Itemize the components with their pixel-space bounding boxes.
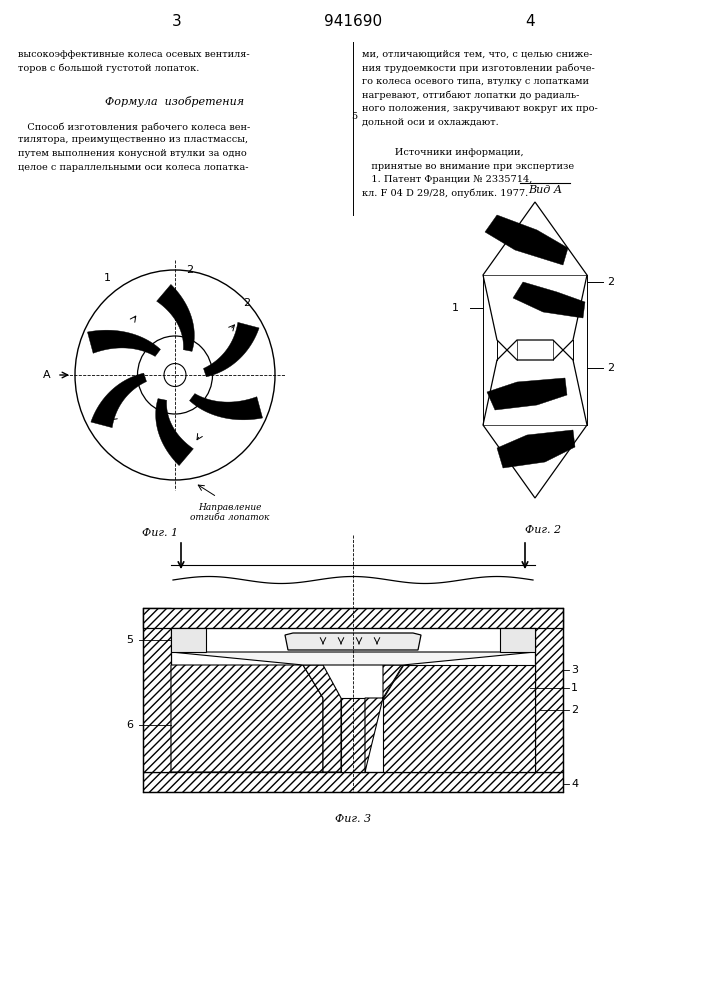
Text: 941690: 941690	[325, 14, 382, 29]
Text: Вид А: Вид А	[528, 185, 562, 195]
Text: Направление
отгиба лопаток: Направление отгиба лопаток	[190, 503, 269, 522]
Text: Фиг. 3: Фиг. 3	[335, 814, 371, 824]
Polygon shape	[500, 628, 535, 652]
Text: путем выполнения конусной втулки за одно: путем выполнения конусной втулки за одно	[18, 149, 247, 158]
Polygon shape	[303, 665, 341, 772]
Text: Источники информации,: Источники информации,	[376, 148, 524, 157]
Polygon shape	[157, 284, 194, 351]
Text: 1. Патент Франции № 2335714,: 1. Патент Франции № 2335714,	[362, 176, 532, 184]
Polygon shape	[535, 608, 563, 772]
Text: ного положения, закручивают вокруг их про-: ного положения, закручивают вокруг их пр…	[362, 104, 597, 113]
Text: 1: 1	[103, 273, 110, 283]
Text: 5: 5	[126, 635, 133, 645]
Polygon shape	[285, 633, 421, 650]
Polygon shape	[91, 373, 146, 428]
Polygon shape	[143, 772, 563, 792]
Text: 2: 2	[607, 277, 614, 287]
Text: высокоэффективные колеса осевых вентиля-: высокоэффективные колеса осевых вентиля-	[18, 50, 250, 59]
Text: 2: 2	[607, 363, 614, 373]
Text: 1: 1	[571, 683, 578, 693]
Text: 4: 4	[571, 779, 578, 789]
Polygon shape	[485, 215, 568, 265]
Text: 1: 1	[452, 303, 459, 313]
Polygon shape	[365, 665, 403, 772]
Polygon shape	[383, 665, 535, 772]
Text: Фиг. 1: Фиг. 1	[142, 528, 178, 538]
Polygon shape	[143, 608, 563, 628]
Text: целое с параллельными оси колеса лопатка-: целое с параллельными оси колеса лопатка…	[18, 162, 248, 172]
Polygon shape	[189, 394, 262, 420]
Text: 2: 2	[571, 705, 578, 715]
Text: Фиг. 2: Фиг. 2	[525, 525, 561, 535]
Polygon shape	[487, 378, 567, 410]
Text: А: А	[43, 370, 51, 380]
Text: ми, отличающийся тем, что, с целью сниже-: ми, отличающийся тем, что, с целью сниже…	[362, 50, 592, 59]
Text: Способ изготовления рабочего колеса вен-: Способ изготовления рабочего колеса вен-	[18, 122, 250, 131]
Text: тилятора, преимущественно из пластмассы,: тилятора, преимущественно из пластмассы,	[18, 135, 248, 144]
Polygon shape	[513, 282, 585, 318]
Polygon shape	[204, 322, 259, 377]
Text: ния трудоемкости при изготовлении рабоче-: ния трудоемкости при изготовлении рабоче…	[362, 64, 595, 73]
Polygon shape	[88, 330, 160, 356]
Polygon shape	[341, 698, 365, 772]
Text: принятые во внимание при экспертизе: принятые во внимание при экспертизе	[362, 162, 574, 171]
Text: 5: 5	[351, 112, 357, 121]
Text: 3: 3	[172, 14, 182, 29]
Polygon shape	[171, 665, 323, 772]
Text: 6: 6	[126, 720, 133, 730]
Polygon shape	[143, 608, 171, 772]
Text: дольной оси и охлаждают.: дольной оси и охлаждают.	[362, 117, 498, 126]
Polygon shape	[171, 628, 206, 652]
Text: кл. F 04 D 29/28, опублик. 1977.: кл. F 04 D 29/28, опублик. 1977.	[362, 189, 528, 198]
Polygon shape	[156, 399, 193, 466]
Text: 2: 2	[187, 265, 194, 275]
Polygon shape	[171, 652, 535, 665]
Text: нагревают, отгибают лопатки до радиаль-: нагревают, отгибают лопатки до радиаль-	[362, 91, 579, 100]
Text: торов с большой густотой лопаток.: торов с большой густотой лопаток.	[18, 64, 199, 73]
Polygon shape	[497, 430, 575, 468]
Text: 2: 2	[243, 298, 250, 308]
Text: го колеса осевого типа, втулку с лопатками: го колеса осевого типа, втулку с лопатка…	[362, 77, 589, 86]
Text: 3: 3	[571, 665, 578, 675]
Text: 4: 4	[525, 14, 535, 29]
Text: Формула  изобретения: Формула изобретения	[105, 96, 245, 107]
